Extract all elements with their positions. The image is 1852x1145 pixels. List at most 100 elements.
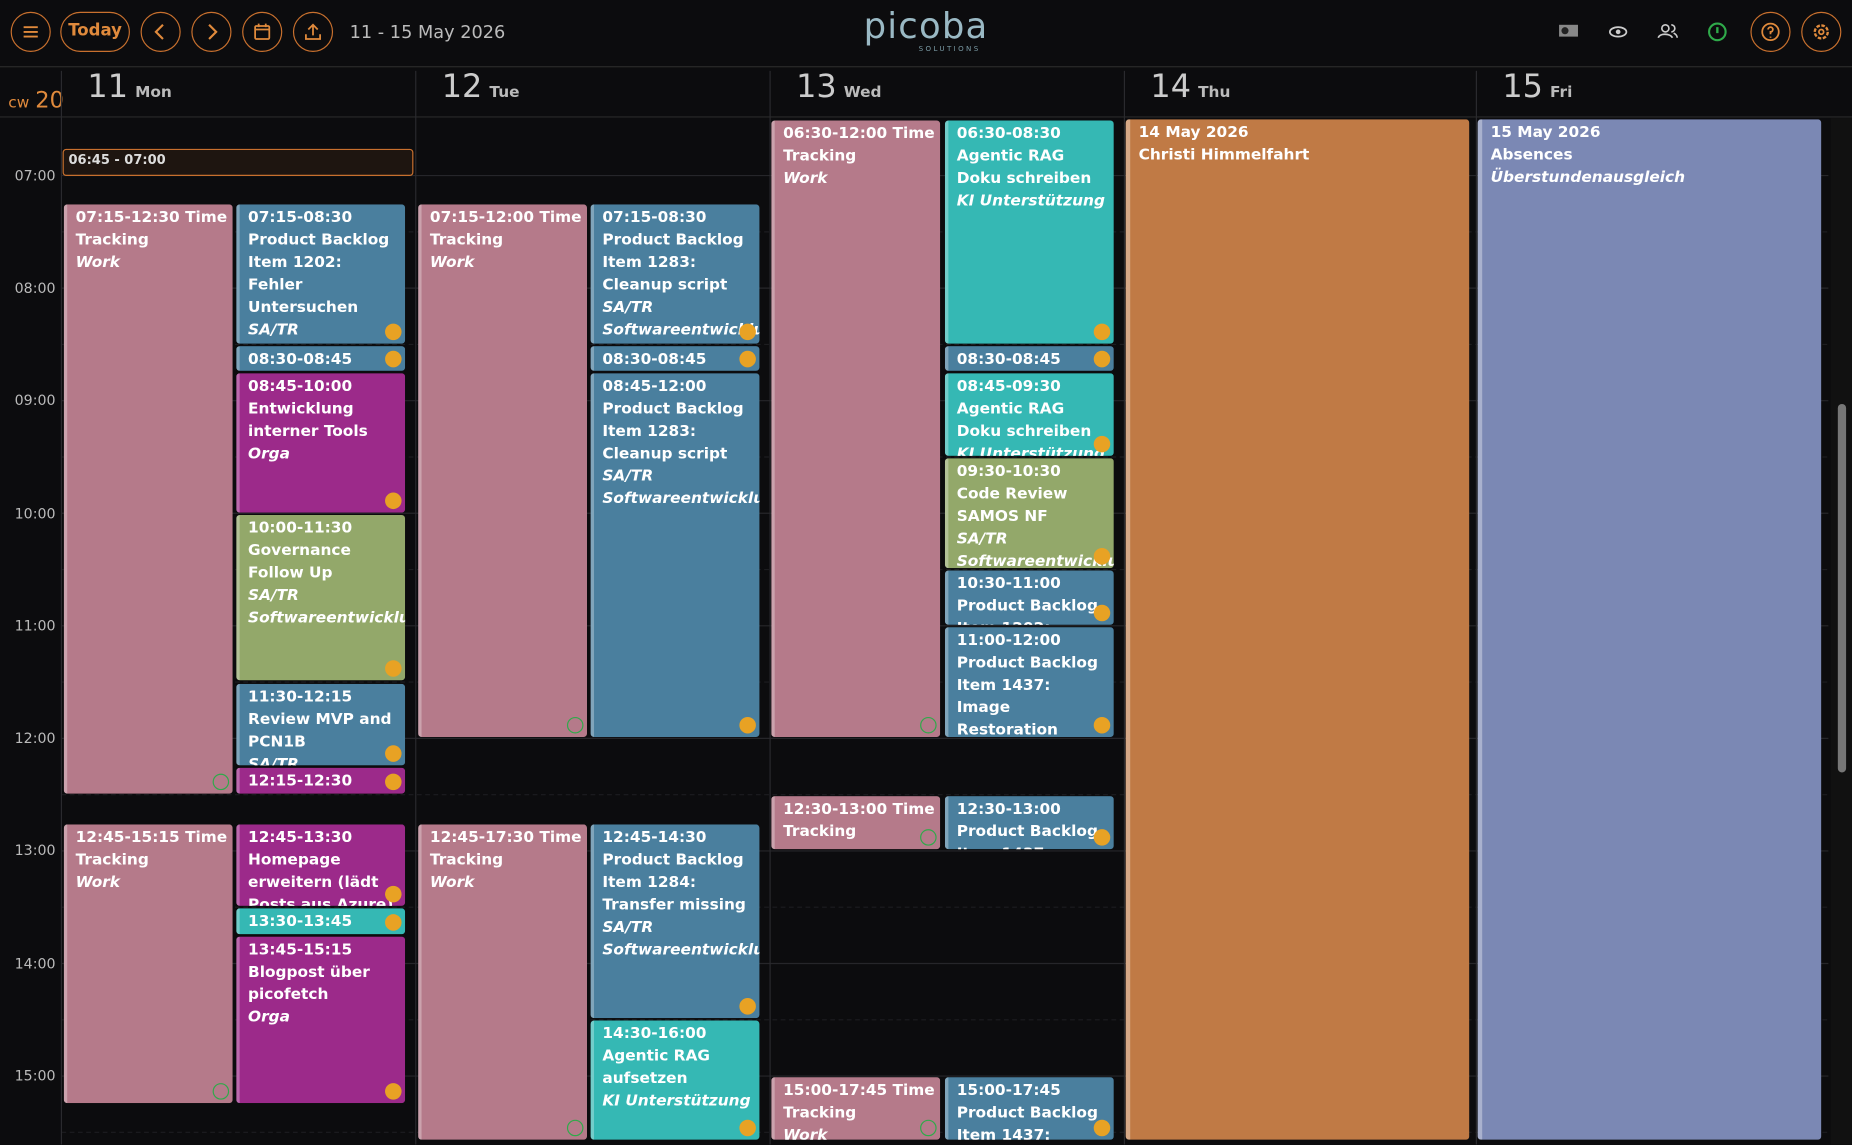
event-heading: 07:15-12:00 Time Tracking	[430, 207, 582, 252]
star-badge	[385, 745, 402, 762]
event-detail: Softwareentwicklung	[602, 321, 759, 340]
event-time: 15:00-17:45	[783, 1081, 888, 1100]
event-time: 07:15-12:30	[75, 209, 180, 228]
event: 12:45-17:30 Time Tracking Work	[418, 823, 588, 1140]
help-button[interactable]	[1750, 11, 1791, 52]
star-badge	[1093, 1119, 1111, 1137]
event-detail: KI Unterstützung	[956, 192, 1105, 211]
today-button[interactable]: Today	[60, 11, 130, 52]
day-name: Tue	[489, 83, 520, 102]
scrollbar[interactable]	[1830, 118, 1852, 1145]
time-label: 09:00	[14, 392, 56, 409]
export-button[interactable]	[292, 11, 334, 52]
star-badge	[1093, 604, 1111, 622]
event-subtitle: Christi Himmelfahrt	[1138, 146, 1310, 165]
event-title: Agentic RAG Doku schreiben	[956, 400, 1092, 442]
tracking-badge	[212, 773, 230, 790]
time-label: 12:00	[14, 730, 56, 747]
star-badge	[385, 351, 402, 368]
event-title: Agentic RAG aufsetzen	[602, 1048, 710, 1089]
event: 08:30-08:45 Daily M	[944, 345, 1114, 372]
event-time: 12:30-13:00	[783, 800, 888, 819]
event-title: Blogpost über picofetch	[248, 963, 370, 1004]
event: 15:00-17:45 Product Backlog Item 1437: I…	[944, 1077, 1114, 1140]
event-title: Product Backlog Item 1202: Fehler Unters…	[248, 232, 390, 318]
prev-button[interactable]	[140, 11, 181, 52]
event-heading: 12:45-14:30 Product Backlog Item 1284: T…	[602, 826, 754, 916]
event-heading: 11:30-12:15 Review MVP and PCN1B	[248, 686, 400, 753]
scroll-thumb[interactable]	[1837, 403, 1847, 773]
event: 06:30-08:30 Agentic RAG Doku schreiben KI…	[944, 120, 1114, 344]
star-badge	[1093, 435, 1111, 453]
event-heading: 12:30-13:00 Product Backlog Item 1437:	[957, 798, 1109, 850]
status-icon[interactable]	[1707, 19, 1728, 43]
view-icon[interactable]	[1608, 19, 1629, 43]
event-time: 13:30-13:45	[248, 913, 353, 931]
event-heading: 08:45-09:30 Agentic RAG Doku schreiben	[957, 376, 1109, 443]
event: 08:45-12:00 Product Backlog Item 1283: C…	[590, 373, 760, 738]
time-label: 13:00	[14, 842, 56, 860]
time-label: 11:00	[14, 617, 56, 635]
event-title: Product Backlog Item 1437: Image Restora…	[956, 654, 1098, 738]
users-icon[interactable]	[1657, 19, 1679, 43]
event-title: Product Backlog Item 1283: Cleanup scrip…	[602, 400, 744, 464]
day-number: 11	[87, 68, 128, 106]
all-day-event: 15 May 2026 Absences Überstundenausgleich	[1477, 119, 1822, 1140]
star-badge	[385, 491, 402, 509]
time-label: 07:00	[14, 167, 56, 184]
event-title: Entwicklung interner Tools	[248, 400, 368, 442]
logo-subtext: SOLUTIONS	[918, 44, 981, 54]
event-time: 07:15-08:30	[248, 209, 353, 228]
event-detail: Work	[783, 1126, 828, 1140]
day-name: Fri	[1550, 83, 1573, 102]
cw-number: 20	[35, 87, 64, 114]
event-time: 12:45-15:15	[75, 828, 180, 847]
tracking-badge	[212, 1082, 230, 1100]
event-time: 12:30-13:00	[956, 800, 1061, 819]
event-title: Product Backlog Item 1202:	[956, 597, 1098, 625]
settings-button[interactable]	[1801, 11, 1842, 52]
event-heading: 09:30-10:30 Code Review SAMOS NF	[957, 461, 1109, 528]
event-time: 09:30-10:30	[956, 462, 1061, 481]
outlook-icon[interactable]	[1558, 19, 1579, 43]
tracking-badge	[920, 717, 937, 734]
event-subtitle: Absences	[1490, 146, 1573, 165]
star-badge	[385, 1082, 402, 1100]
event: 12:45-13:30 Homepage erweitern (lädt Pos…	[236, 823, 406, 907]
event-heading: 12:30-13:00 Time Tracking	[783, 798, 935, 843]
star-badge	[1093, 548, 1111, 565]
event-detail: SA/TR	[248, 755, 299, 766]
event-heading: 06:30-08:30 Agentic RAG Doku schreiben	[957, 123, 1109, 190]
event-title: Product Backlog Item 1283: Cleanup scrip…	[602, 232, 744, 295]
event-title: Product Backlog Item 1437:	[956, 823, 1098, 850]
event-heading: 12:45-17:30 Time Tracking	[430, 826, 582, 871]
event-heading: 08:30-08:45 Daily M	[602, 348, 754, 371]
event-title: Time Tracking	[429, 828, 582, 869]
logo: picoba SOLUTIONS	[827, 9, 1025, 53]
event-time: 08:30-08:45	[248, 350, 353, 369]
toolbar: Today 11 - 15 May 2026 picoba SOLUTIONS	[0, 0, 1852, 68]
next-button[interactable]	[191, 11, 232, 52]
day-number: 15	[1502, 68, 1543, 106]
event-title: Agentic RAG Doku schreiben	[956, 147, 1092, 188]
event-time: 15:00-17:45	[956, 1081, 1061, 1100]
event: 13:30-13:45 Zugang	[236, 908, 406, 935]
event: 07:15-08:30 Product Backlog Item 1283: C…	[590, 204, 760, 344]
event-detail: Orga	[248, 445, 291, 464]
event-detail: Softwareentwicklung	[248, 342, 400, 343]
event-time: 12:45-17:30	[429, 828, 535, 847]
calendar-button[interactable]	[242, 11, 283, 52]
event-heading: 13:30-13:45 Zugang	[248, 911, 400, 934]
all-day-event: 14 May 2026 Christi Himmelfahrt	[1125, 119, 1470, 1140]
star-badge	[739, 1119, 756, 1137]
event-heading: 14:30-16:00 Agentic RAG aufsetzen	[602, 1023, 754, 1090]
event-detail: SA/TR	[956, 530, 1008, 548]
event-time: 08:30-08:45	[956, 350, 1061, 369]
tracking-badge	[566, 717, 584, 734]
star-badge	[739, 998, 756, 1016]
menu-button[interactable]	[10, 11, 51, 52]
event-title: Time Tracking	[783, 1081, 935, 1123]
event: 14:30-16:00 Agentic RAG aufsetzen KI Unte…	[590, 1020, 760, 1140]
star-badge	[739, 351, 756, 368]
